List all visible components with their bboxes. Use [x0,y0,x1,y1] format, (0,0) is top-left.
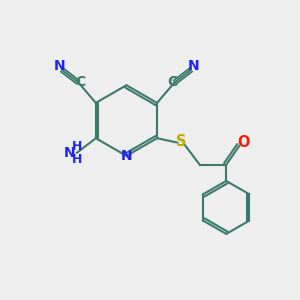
Text: H: H [71,140,82,153]
Text: N: N [188,59,199,74]
Text: N: N [54,59,65,74]
Text: N: N [64,146,75,160]
Text: C: C [75,75,86,89]
Text: N: N [121,149,132,163]
Text: S: S [176,134,186,149]
Text: O: O [237,135,249,150]
Text: C: C [167,75,178,89]
Text: H: H [71,153,82,166]
